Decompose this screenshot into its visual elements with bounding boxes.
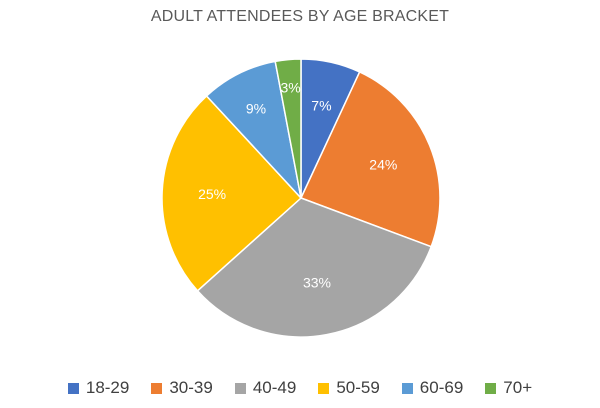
legend-swatch xyxy=(234,382,246,394)
legend-label: 40-49 xyxy=(252,378,297,397)
legend-swatch xyxy=(67,382,79,394)
data-label-40-49: 33% xyxy=(303,275,331,291)
legend-item-40-49: 40-49 xyxy=(234,378,297,398)
legend-item-18-29: 18-29 xyxy=(67,378,130,398)
legend-swatch xyxy=(401,382,413,394)
legend-item-60-69: 60-69 xyxy=(401,378,464,398)
legend-swatch xyxy=(151,382,163,394)
legend-item-50-59: 50-59 xyxy=(318,378,380,398)
legend-swatch xyxy=(485,382,497,394)
legend-item-70+: 70+ xyxy=(485,378,532,398)
pie-slice-70+ xyxy=(274,58,302,199)
legend: 18-29 30-39 40-49 50-59 60-69 70+ xyxy=(0,374,600,402)
data-label-30-39: 24% xyxy=(369,156,397,172)
legend-label: 60-69 xyxy=(419,378,464,397)
data-label-60-69: 9% xyxy=(246,101,266,117)
legend-item-30-39: 30-39 xyxy=(151,378,213,398)
data-label-70+: 3% xyxy=(281,79,301,95)
legend-swatch xyxy=(318,382,330,394)
legend-label: 18-29 xyxy=(85,378,130,397)
legend-label: 50-59 xyxy=(336,378,380,397)
pie-slice-50-59 xyxy=(161,95,302,292)
legend-label: 30-39 xyxy=(169,378,213,397)
pie-slice-40-49 xyxy=(196,197,432,338)
chart-title: ADULT ATTENDEES BY AGE BRACKET xyxy=(150,8,450,25)
pie-slice-30-39 xyxy=(300,71,441,248)
data-label-50-59: 25% xyxy=(198,186,226,202)
data-label-18-29: 7% xyxy=(311,98,331,114)
legend-label: 70+ xyxy=(503,378,533,397)
